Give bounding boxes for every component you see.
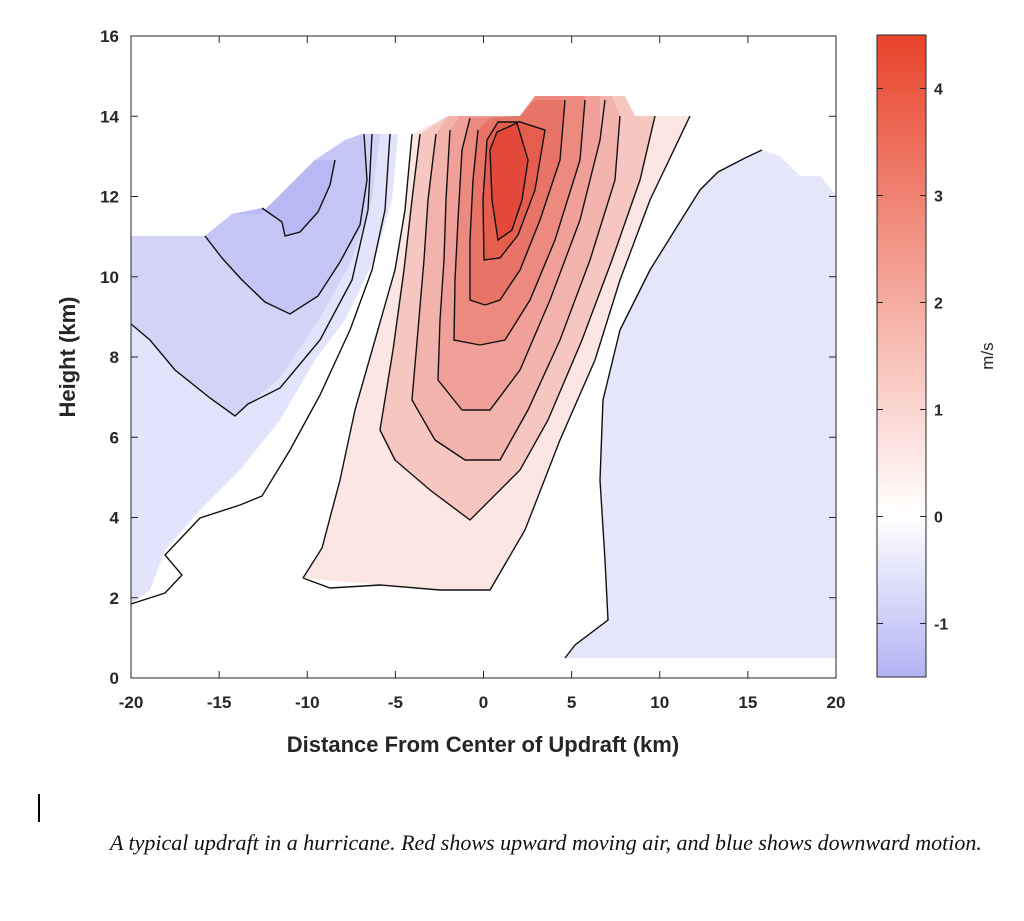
contour-line-left-mid [131, 133, 373, 417]
contour-line-updraft-2.25 [453, 99, 586, 346]
contour-fields [131, 96, 836, 659]
contour-line-right-outer [564, 149, 763, 659]
x-tick-label: -5 [388, 693, 403, 712]
x-tick-label: 5 [567, 693, 576, 712]
contour-line-updraft-3.25 [482, 121, 546, 261]
colorbar-tick-label: 1 [934, 403, 943, 420]
colorbar-tick-label: 0 [934, 510, 943, 527]
y-tick-label: 10 [100, 268, 119, 287]
y-axis: 0 2 4 6 8 10 12 14 16 [100, 27, 836, 688]
contour-line-left-outer [131, 133, 391, 605]
downdraft-right-fill [565, 150, 836, 658]
colorbar [876, 34, 927, 678]
x-tick-label: 10 [650, 693, 669, 712]
contour-line-updraft-1.25 [411, 115, 621, 461]
figure-caption: A typical updraft in a hurricane. Red sh… [110, 830, 982, 855]
y-axis-label: Height (km) [55, 297, 80, 418]
x-tick-label: 0 [479, 693, 488, 712]
contour-line-updraft-2.75 [469, 99, 566, 306]
contour-line-updraft-1.75 [437, 99, 606, 411]
contour-line-left-inner [204, 133, 368, 315]
x-tick-label: -15 [207, 693, 232, 712]
y-tick-label: 4 [110, 509, 120, 528]
y-tick-label: 6 [110, 428, 119, 447]
colorbar-tick-label: 4 [934, 82, 943, 99]
y-tick-label: 12 [100, 188, 119, 207]
colorbar-tick-label: 2 [934, 296, 943, 313]
colorbar-tick-label: -1 [934, 617, 948, 634]
contour-line-updraft-0.75 [379, 115, 656, 521]
y-tick-label: 0 [110, 669, 119, 688]
x-tick-label: 15 [738, 693, 757, 712]
updraft-fill-3.75 [490, 123, 528, 240]
contour-line-updraft-0.25 [302, 115, 691, 591]
x-tick-label: -20 [119, 693, 144, 712]
x-axis-label: Distance From Center of Updraft (km) [287, 732, 679, 757]
y-tick-label: 2 [110, 589, 119, 608]
y-tick-label: 8 [110, 348, 119, 367]
contour-line-left-core [261, 159, 336, 237]
x-tick-label: -10 [295, 693, 320, 712]
downdraft-left-fill-4 [232, 160, 335, 236]
contour-lines [131, 99, 763, 659]
y-tick-label: 16 [100, 27, 119, 46]
colorbar-ticks: -1 0 1 2 3 4 [877, 82, 948, 634]
contour-line-updraft-3.75 [489, 122, 529, 242]
x-tick-label: 20 [827, 693, 846, 712]
x-axis: -20 -15 -10 -5 0 5 10 15 20 [119, 36, 846, 712]
text-cursor [38, 794, 40, 822]
y-tick-label: 14 [100, 107, 119, 126]
colorbar-tick-label: 3 [934, 189, 943, 206]
colorbar-unit-label: m/s [978, 342, 997, 369]
